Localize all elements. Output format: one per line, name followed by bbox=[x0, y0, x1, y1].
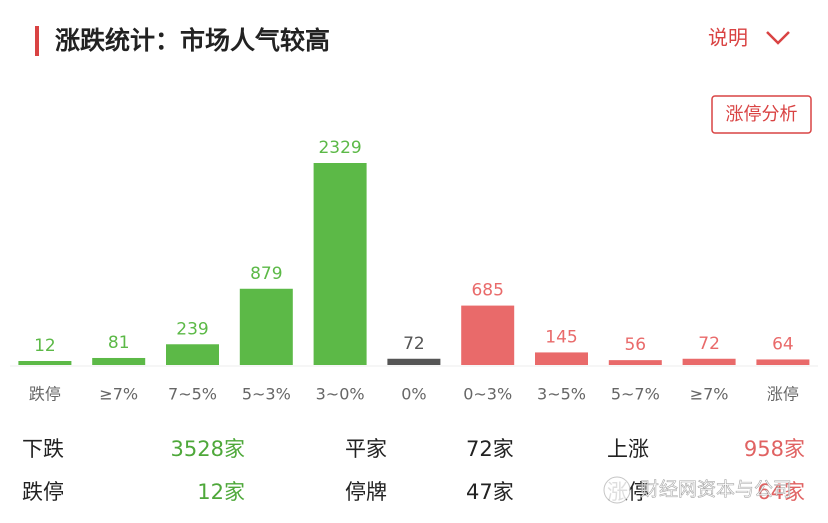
watermark-icon bbox=[603, 476, 631, 504]
bar bbox=[608, 360, 662, 365]
stat-value: 3528家 bbox=[171, 437, 245, 461]
stat-value: 958家 bbox=[744, 437, 805, 461]
bar bbox=[756, 359, 810, 365]
x-tick-label: 涨停 bbox=[767, 385, 799, 404]
stat-label: 下跌 bbox=[22, 437, 64, 461]
x-tick-label: 7~5% bbox=[168, 385, 217, 404]
value-label: 72 bbox=[403, 334, 425, 354]
value-label: 81 bbox=[108, 333, 130, 353]
button-frame[interactable] bbox=[711, 95, 812, 134]
stat-label: 平家 bbox=[345, 437, 387, 461]
value-label: 64 bbox=[772, 334, 794, 354]
limit-up-button[interactable]: 涨停分析 bbox=[711, 95, 812, 134]
bar bbox=[18, 361, 72, 365]
bar bbox=[682, 358, 736, 365]
bar bbox=[461, 305, 515, 365]
stat-value: 12家 bbox=[197, 480, 245, 504]
bar bbox=[313, 163, 367, 365]
x-tick-label: 跌停 bbox=[29, 385, 61, 404]
x-tick-label: 5~3% bbox=[242, 385, 291, 404]
x-tick-label: ≥7% bbox=[690, 385, 729, 404]
value-label: 56 bbox=[624, 335, 646, 355]
stat-label: 跌停 bbox=[22, 480, 64, 504]
value-label: 239 bbox=[176, 319, 208, 339]
bar bbox=[535, 352, 588, 365]
value-label: 72 bbox=[698, 334, 720, 354]
bar bbox=[92, 357, 146, 365]
stat-value: 64家 bbox=[757, 480, 805, 504]
title-accent bbox=[35, 26, 39, 56]
chevron-icon[interactable] bbox=[766, 31, 790, 45]
bar-chart: 12 跌停 81 ≥7% 239 7~5% 879 5~3% 2329 3~0% 72 0% 685 0~… bbox=[18, 138, 810, 404]
watermark: 财经网资本与公司 bbox=[603, 476, 792, 504]
stat-label: 停牌 bbox=[345, 480, 387, 504]
x-tick-label: 3~0% bbox=[316, 385, 365, 404]
value-label: 2329 bbox=[318, 138, 361, 158]
value-label: 879 bbox=[250, 264, 282, 284]
x-tick-label: 5~7% bbox=[611, 385, 660, 404]
bar bbox=[239, 288, 293, 365]
value-label: 145 bbox=[545, 327, 577, 347]
title: 涨跌统计：市场人气较高 bbox=[55, 26, 330, 55]
x-tick-label: 0% bbox=[401, 385, 426, 404]
button-label[interactable]: 涨停分析 bbox=[726, 104, 798, 125]
stat-label: 上涨 bbox=[607, 437, 649, 461]
x-tick-label: 3~5% bbox=[537, 385, 586, 404]
help-label[interactable]: 说明 bbox=[708, 26, 748, 50]
stat-value: 47家 bbox=[466, 480, 514, 504]
bar bbox=[387, 358, 441, 365]
x-tick-label: 0~3% bbox=[463, 385, 512, 404]
watermark-text: 财经网资本与公司 bbox=[640, 479, 792, 501]
value-label: 685 bbox=[471, 281, 503, 301]
x-tick-label: ≥7% bbox=[99, 385, 138, 404]
stats-table: 下跌3528家平家72家上涨958家跌停12家停牌47家涨停64家 bbox=[22, 437, 805, 504]
help-toggle[interactable]: 说明 bbox=[708, 26, 790, 50]
stat-value: 72家 bbox=[466, 437, 514, 461]
value-label: 12 bbox=[34, 336, 56, 356]
bar bbox=[166, 344, 219, 365]
